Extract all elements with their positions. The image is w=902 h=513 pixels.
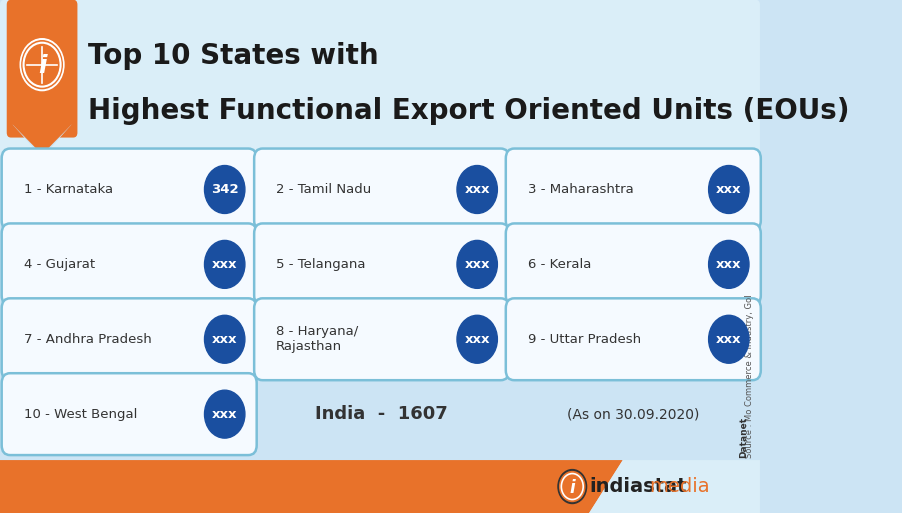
Text: 5 - Telangana: 5 - Telangana — [276, 258, 365, 271]
Text: i: i — [38, 54, 46, 77]
Text: ©: © — [743, 500, 753, 510]
Circle shape — [22, 41, 62, 89]
FancyBboxPatch shape — [2, 149, 256, 230]
Text: 1 - Karnataka: 1 - Karnataka — [23, 183, 113, 196]
Circle shape — [204, 166, 244, 213]
FancyBboxPatch shape — [505, 224, 760, 305]
Text: i: i — [569, 479, 575, 497]
Circle shape — [456, 241, 497, 288]
FancyBboxPatch shape — [505, 149, 760, 230]
Circle shape — [204, 315, 244, 363]
Text: xxx: xxx — [212, 408, 237, 421]
Text: 7 - Andhra Pradesh: 7 - Andhra Pradesh — [23, 333, 152, 346]
Circle shape — [708, 241, 748, 288]
Text: (As on 30.09.2020): (As on 30.09.2020) — [566, 407, 699, 421]
Text: Datanet: Datanet — [739, 417, 748, 458]
Polygon shape — [588, 460, 759, 513]
FancyBboxPatch shape — [253, 224, 509, 305]
Circle shape — [557, 469, 586, 504]
Text: 9 - Uttar Pradesh: 9 - Uttar Pradesh — [527, 333, 640, 346]
Text: Top 10 States with: Top 10 States with — [88, 42, 379, 70]
Polygon shape — [13, 125, 71, 157]
Text: 4 - Gujarat: 4 - Gujarat — [23, 258, 95, 271]
Text: xxx: xxx — [715, 183, 741, 196]
FancyBboxPatch shape — [6, 0, 78, 137]
Text: 10 - West Bengal: 10 - West Bengal — [23, 408, 137, 421]
Text: indiastat: indiastat — [588, 477, 686, 496]
Text: media: media — [649, 477, 710, 496]
Circle shape — [204, 241, 244, 288]
Circle shape — [456, 315, 497, 363]
FancyBboxPatch shape — [253, 149, 509, 230]
Text: xxx: xxx — [212, 333, 237, 346]
Text: 2 - Tamil Nadu: 2 - Tamil Nadu — [276, 183, 371, 196]
Circle shape — [559, 471, 584, 502]
Polygon shape — [0, 460, 622, 513]
Text: 6 - Kerala: 6 - Kerala — [527, 258, 591, 271]
Text: India  -  1607: India - 1607 — [315, 405, 447, 423]
FancyBboxPatch shape — [505, 299, 760, 380]
Text: 3 - Maharashtra: 3 - Maharashtra — [527, 183, 632, 196]
Text: Source : Mo Commerce & Industry, GoI: Source : Mo Commerce & Industry, GoI — [744, 294, 753, 458]
FancyBboxPatch shape — [253, 299, 509, 380]
Circle shape — [708, 166, 748, 213]
Text: xxx: xxx — [715, 258, 741, 271]
Circle shape — [20, 38, 64, 91]
Text: Highest Functional Export Oriented Units (EOUs): Highest Functional Export Oriented Units… — [88, 96, 849, 125]
Polygon shape — [13, 105, 71, 154]
Text: xxx: xxx — [212, 258, 237, 271]
Text: xxx: xxx — [464, 333, 490, 346]
Circle shape — [708, 315, 748, 363]
Circle shape — [204, 390, 244, 438]
Text: xxx: xxx — [715, 333, 741, 346]
Text: 8 - Haryana/
Rajasthan: 8 - Haryana/ Rajasthan — [276, 325, 358, 353]
FancyBboxPatch shape — [2, 373, 256, 455]
FancyBboxPatch shape — [0, 0, 759, 157]
FancyBboxPatch shape — [2, 299, 256, 380]
FancyBboxPatch shape — [2, 224, 256, 305]
Circle shape — [456, 166, 497, 213]
Text: xxx: xxx — [464, 258, 490, 271]
Text: xxx: xxx — [464, 183, 490, 196]
Text: 342: 342 — [211, 183, 238, 196]
Text: indiastatmedia.com: indiastatmedia.com — [138, 274, 602, 317]
